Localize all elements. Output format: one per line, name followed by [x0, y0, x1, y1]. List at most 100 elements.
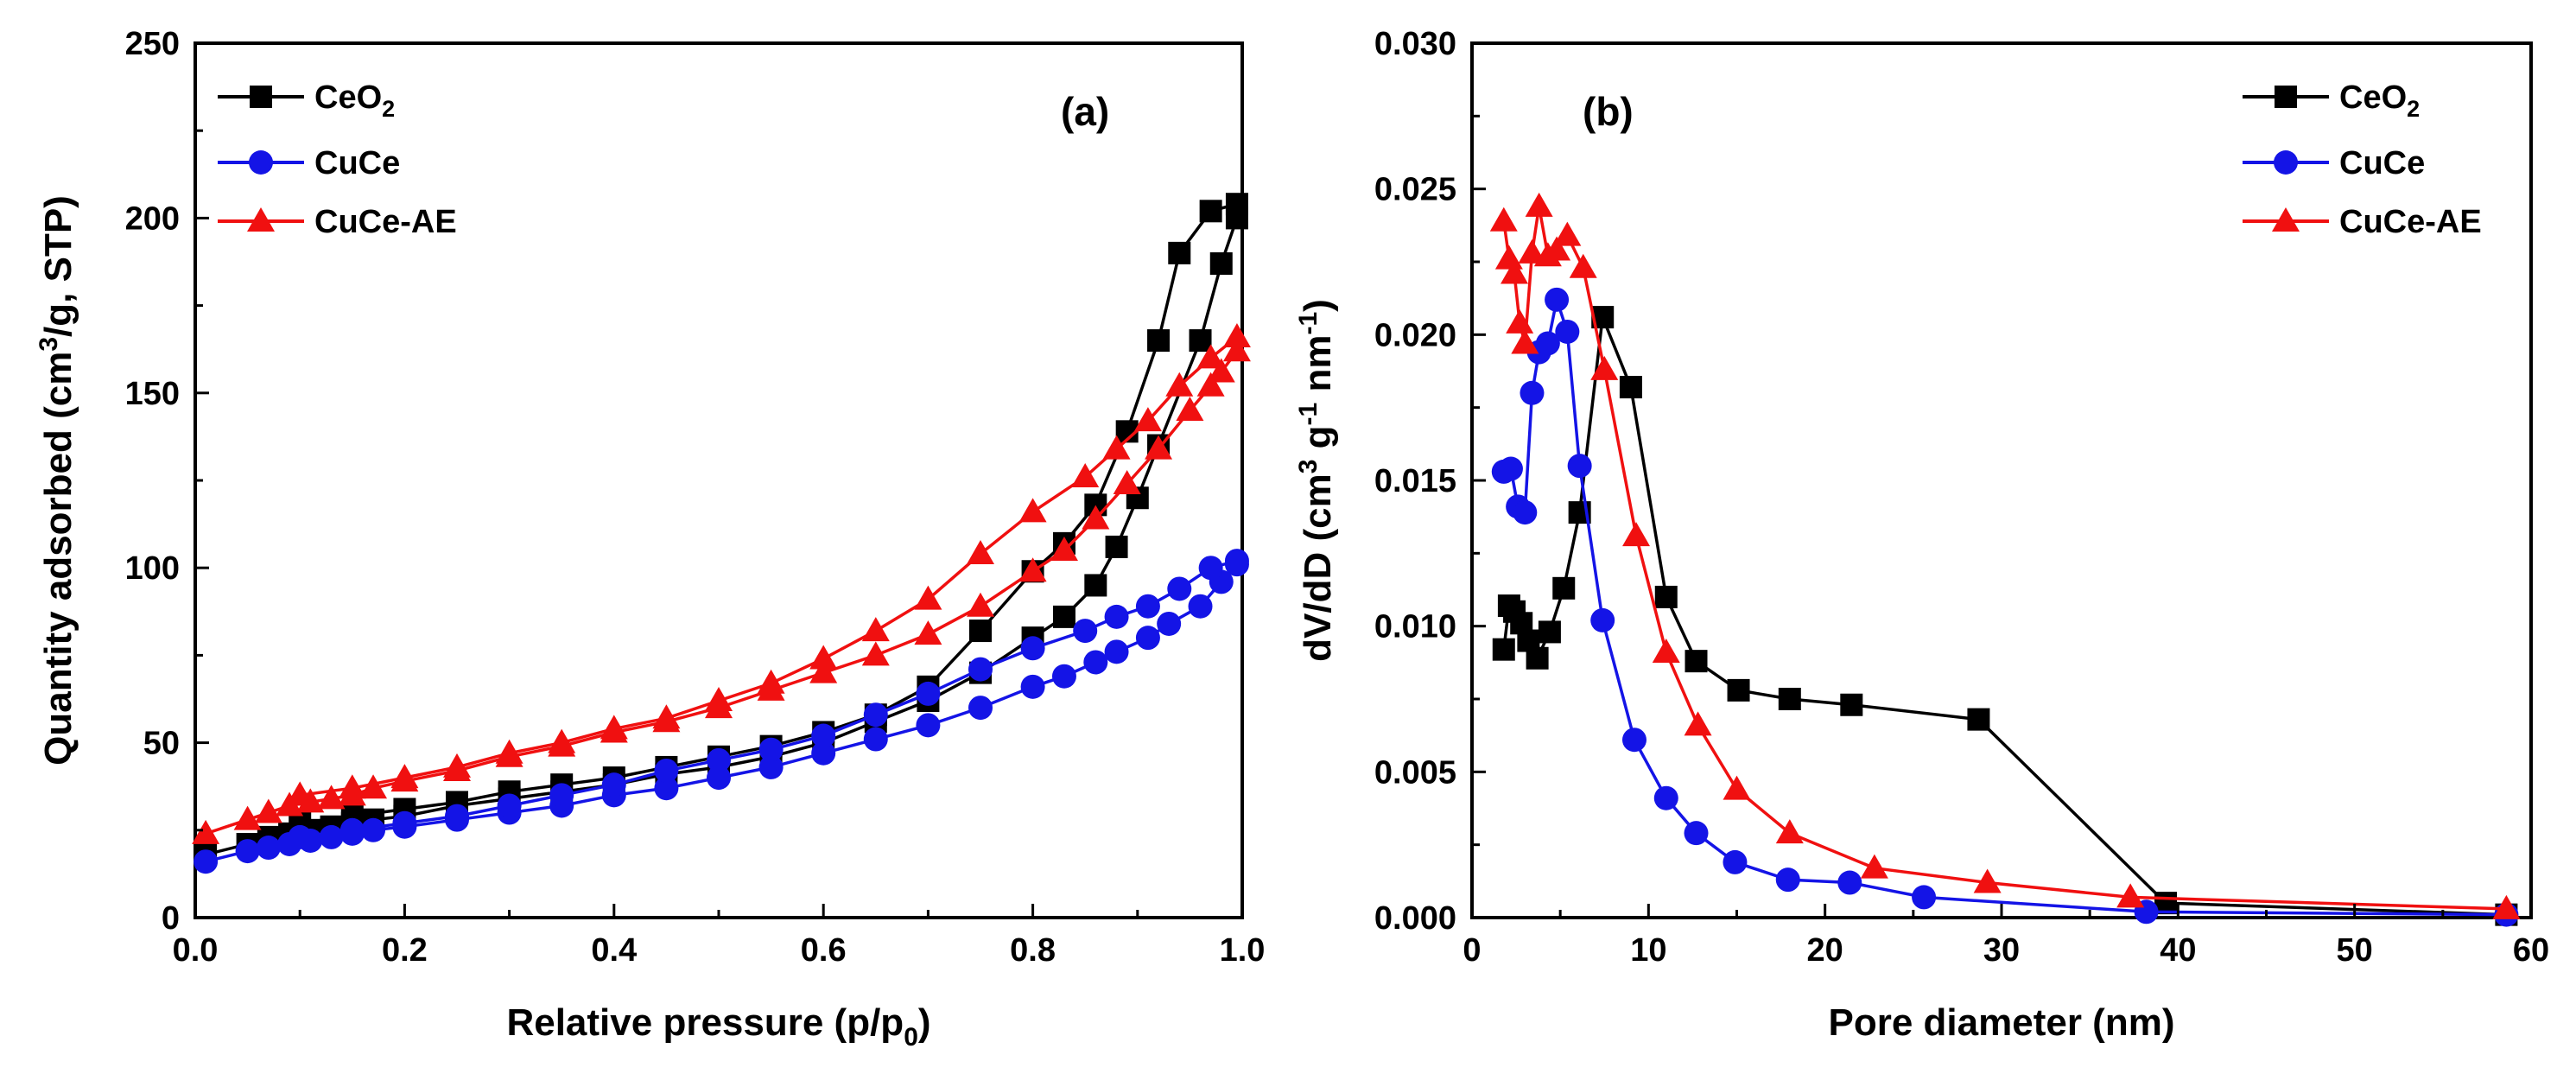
series-cuce-ae-desorption-point — [443, 753, 471, 778]
series-cuce-desorption-point — [1224, 549, 1249, 574]
series-cuce-ae-data-point — [1622, 522, 1651, 547]
series-cuce-adsorption-point — [916, 713, 941, 738]
series-cuce-adsorption-point — [361, 817, 386, 842]
series-cuce-data-point — [1520, 380, 1545, 405]
series-ceo2-data-point — [1552, 576, 1576, 600]
series-cuce-desorption-point — [1135, 594, 1160, 619]
panel-a-y-tick-label: 0 — [162, 900, 180, 937]
series-cuce-ae-data-point — [1501, 259, 1529, 284]
series-cuce-ae-desorption-point — [652, 704, 681, 729]
series-cuce-data-point — [1590, 607, 1615, 632]
series-cuce-adsorption-point — [1135, 626, 1160, 651]
series-cuce-adsorption-point — [235, 839, 260, 864]
series-cuce-adsorption-point — [707, 766, 731, 791]
legend-a-cuce-ae-label: CuCe-AE — [314, 204, 457, 240]
series-cuce-data-point — [1545, 287, 1570, 312]
panel-a-y-tick-label: 250 — [125, 26, 180, 62]
series-cuce-data-point — [1684, 821, 1709, 846]
series-cuce-desorption-point — [1104, 604, 1129, 629]
series-cuce-adsorption-point — [194, 849, 219, 874]
series-cuce-ae-adsorption-point — [317, 785, 346, 810]
series-cuce-desorption-point — [916, 681, 941, 706]
series-cuce-ae-desorption-point — [286, 781, 314, 806]
series-ceo2-adsorption-point — [1209, 252, 1233, 276]
legend-a-cuce-ae-marker — [247, 207, 275, 232]
series-cuce-data-point — [1912, 885, 1937, 910]
series-cuce-desorption-point — [758, 737, 784, 762]
series-ceo2-adsorption-point — [1189, 329, 1212, 353]
series-ceo2-desorption-point — [1168, 241, 1191, 264]
panel-b-x-tick-label: 0 — [1462, 932, 1481, 969]
legend-b-cuce-ae-marker — [2272, 207, 2300, 232]
series-cuce-ae-adsorption-point — [1113, 470, 1141, 495]
series-cuce-ae-desorption-point — [1018, 498, 1047, 523]
series-cuce-ae-desorption-point — [1133, 407, 1162, 432]
series-cuce-data-point — [1723, 849, 1748, 874]
series-ceo2-data-point — [1492, 638, 1515, 661]
series-cuce-ae-adsorption-point — [1176, 397, 1204, 422]
panel-a-x-tick-label: 0.6 — [801, 932, 847, 969]
series-cuce-data-point — [1653, 785, 1678, 810]
legend-b-cuce-label: CuCe — [2339, 145, 2425, 181]
legend-b-ceo2: CeO2 — [2243, 79, 2420, 122]
series-cuce-ae-desorption-point — [809, 645, 838, 670]
series-ceo2-data-point — [1619, 376, 1642, 399]
series-ceo2-data-point — [1538, 620, 1561, 644]
panel-a-y-tick-label: 200 — [125, 200, 180, 237]
series-cuce-ae-adsorption-point — [359, 774, 388, 799]
series-cuce-ae-adsorption-point — [1207, 358, 1235, 383]
series-cuce-desorption-point — [445, 804, 469, 829]
series-cuce-adsorption-point — [654, 776, 679, 801]
series-cuce-ae-desorption-point — [495, 739, 523, 764]
series-cuce-ae-data-point — [1494, 245, 1523, 270]
series-cuce-ae-adsorption-point — [809, 658, 838, 683]
series-cuce-ae-adsorption-point — [254, 798, 282, 823]
series-ceo2-data-line — [1502, 316, 2507, 917]
series-ceo2-data-point — [1778, 688, 1801, 710]
series-cuce-adsorption-point — [1188, 594, 1213, 619]
legend-a-cuce: CuCe — [218, 145, 400, 181]
series-cuce-desorption-point — [811, 723, 836, 748]
legend-b-ceo2-marker — [2275, 86, 2297, 108]
series-cuce-ae-adsorption-point — [1145, 435, 1173, 460]
panel-a-x-tick-label: 0.8 — [1010, 932, 1056, 969]
series-cuce-ae-desorption-point — [757, 669, 785, 694]
series-cuce-desorption-point — [707, 747, 731, 772]
series-cuce-data-point — [1567, 454, 1592, 479]
series-ceo2-desorption-point — [1199, 200, 1222, 223]
panel-b-y-tick-label: 0.015 — [1374, 463, 1456, 499]
series-cuce-ae-adsorption-point — [1082, 505, 1110, 530]
series-cuce-desorption-point — [497, 793, 522, 818]
panel-b-y-tick-label: 0.020 — [1374, 317, 1456, 353]
panel-a-y-tick-label: 50 — [143, 726, 180, 762]
panel-b-y-tick-label: 0.030 — [1374, 26, 1456, 62]
series-cuce-ae-data-point — [1543, 236, 1571, 261]
series-cuce-ae-desorption-point — [914, 585, 942, 610]
series-cuce-ae-data-point — [1775, 819, 1804, 844]
series-cuce-ae-data-point — [1860, 854, 1888, 879]
series-cuce-ae-data-point — [1553, 221, 1582, 246]
panel-a-x-tick-label: 0.4 — [591, 932, 637, 969]
panel-a-y-tick-label: 100 — [125, 550, 180, 587]
series-cuce-ae-desorption-point — [548, 728, 576, 753]
series-cuce-adsorption-point — [1083, 650, 1108, 675]
legend-b-cuce: CuCe — [2243, 145, 2425, 181]
legend-a-ceo2: CeO2 — [218, 79, 395, 122]
series-cuce-ae-adsorption-point — [1050, 536, 1078, 561]
series-cuce-ae-desorption-point — [1165, 372, 1194, 397]
series-cuce-ae-desorption-point — [1222, 323, 1251, 348]
series-cuce-ae-desorption-point — [967, 540, 994, 565]
series-cuce-data-point — [1513, 500, 1538, 525]
series-cuce-ae-data-point — [1506, 308, 1534, 334]
series-cuce-ae-adsorption-point — [967, 592, 994, 617]
series-cuce-ae-desorption-point — [1071, 462, 1100, 487]
panel-b-label: (b) — [1583, 89, 1634, 134]
series-ceo2-desorption-point — [1147, 329, 1171, 353]
panel-b: 0 10 20 30 40 50 60 0.000 0.005 0.010 0.015 0.020 0.… — [1294, 26, 2549, 1044]
legend-a-ceo2-marker — [250, 86, 272, 108]
series-ceo2-desorption-point — [1225, 193, 1248, 216]
series-cuce-ae-data-point — [1489, 207, 1518, 232]
series-ceo2-data-point — [1727, 678, 1750, 702]
series-cuce-ae-desorption-point — [861, 617, 890, 642]
